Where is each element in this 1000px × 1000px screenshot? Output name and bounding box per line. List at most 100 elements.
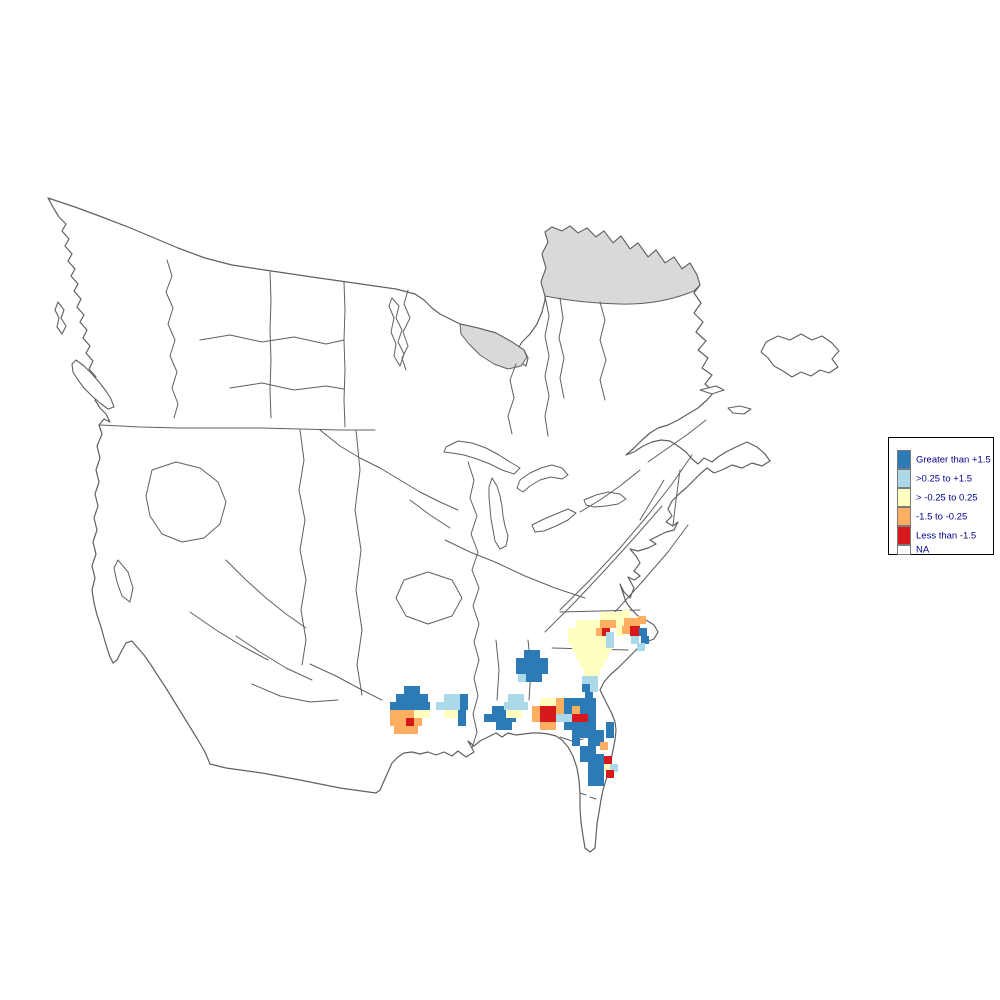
legend-row: > -0.25 to 0.25 (889, 488, 993, 507)
legend-label: > -0.25 to 0.25 (916, 492, 978, 503)
trend-cell (637, 643, 645, 651)
legend-swatch-less-than-minus-1-5 (897, 526, 911, 545)
trend-cell (600, 636, 608, 644)
strata-boundaries (99, 259, 707, 749)
trend-cell (548, 714, 556, 722)
trend-cell (576, 620, 584, 628)
trend-cell (398, 718, 406, 726)
trend-cell (588, 644, 596, 652)
trend-cell (398, 710, 406, 718)
trend-cell (616, 620, 624, 628)
trend-cell (516, 658, 524, 666)
trend-cell (548, 706, 556, 714)
legend-swatch-minus-0-25-to-0-25 (897, 488, 911, 507)
trend-cell (608, 620, 616, 628)
island-anticosti (699, 385, 725, 395)
trend-cell (588, 746, 596, 754)
trend-cell (436, 702, 444, 710)
trend-cell (588, 754, 596, 762)
trend-cell (412, 686, 420, 694)
trend-cell (588, 730, 596, 738)
trend-cell (606, 722, 614, 730)
trend-cell (518, 674, 526, 682)
trend-cell (414, 718, 422, 726)
trend-cell (588, 722, 596, 730)
trend-cell (500, 714, 508, 722)
trend-cell (596, 644, 604, 652)
trend-cell (592, 668, 600, 676)
trend-cell (584, 668, 592, 676)
trend-cell (588, 738, 596, 746)
trend-cell (526, 674, 534, 682)
trend-cell (390, 702, 398, 710)
trend-cell (540, 658, 548, 666)
trend-cell (506, 710, 514, 718)
trend-cell (641, 636, 649, 644)
trend-cell (548, 698, 556, 706)
legend-label: NA (916, 544, 930, 556)
trend-cell (576, 636, 584, 644)
trend-cell (460, 702, 468, 710)
trend-cell (460, 694, 468, 702)
trend-cell (639, 628, 647, 636)
legend-swatch-greater-than-plus-1-5 (897, 450, 911, 469)
trend-cell (406, 702, 414, 710)
trend-cell (580, 714, 588, 722)
trend-cells-layer (390, 610, 649, 786)
legend-swatch-na (897, 545, 911, 555)
lake-superior (443, 440, 521, 475)
trend-cell (444, 710, 452, 718)
trend-cell (596, 778, 604, 786)
legend: Greater than +1.5 >0.25 to +1.5 > -0.25 … (888, 437, 994, 556)
trend-cell (540, 698, 548, 706)
trend-cell (564, 698, 572, 706)
trend-cell (532, 714, 540, 722)
trend-cell (420, 694, 428, 702)
legend-row: -1.5 to -0.25 (889, 507, 993, 526)
trend-cell (404, 694, 412, 702)
trend-cell (596, 762, 604, 770)
trend-cell (458, 710, 466, 718)
trend-cell (504, 702, 512, 710)
trend-cell (588, 714, 596, 722)
trend-cell (532, 658, 540, 666)
trend-cell (520, 702, 528, 710)
trend-cell (422, 710, 430, 718)
trend-cell (516, 694, 524, 702)
trend-cell (580, 730, 588, 738)
trend-cell (604, 756, 612, 764)
trend-cell (556, 714, 564, 722)
trend-cell (540, 722, 548, 730)
florida-keys (579, 792, 597, 800)
trend-cell (508, 694, 516, 702)
trend-cell (596, 770, 604, 778)
trend-cell (524, 666, 532, 674)
trend-cell (638, 616, 646, 624)
trend-cell (504, 722, 512, 730)
trend-cell (540, 714, 548, 722)
lake-erie (531, 508, 577, 533)
trend-cell (512, 702, 520, 710)
trend-cell (596, 628, 604, 636)
trend-cell (412, 694, 420, 702)
trend-cell (584, 636, 592, 644)
trend-cell (452, 694, 460, 702)
island-newfoundland (760, 333, 840, 378)
legend-label: Less than -1.5 (916, 530, 977, 541)
trend-cell (584, 628, 592, 636)
trend-cell (568, 636, 576, 644)
trend-cell (590, 684, 598, 692)
trend-cell (590, 676, 598, 684)
trend-cell (568, 628, 576, 636)
trend-cell (516, 666, 524, 674)
trend-cell (524, 650, 532, 658)
trend-cell (444, 702, 452, 710)
trend-cell (458, 718, 466, 726)
trend-cell (532, 650, 540, 658)
trend-cell (540, 706, 548, 714)
trend-cell (414, 710, 422, 718)
trend-cell (606, 632, 614, 640)
trend-cell (492, 706, 500, 714)
trend-cell (592, 636, 600, 644)
